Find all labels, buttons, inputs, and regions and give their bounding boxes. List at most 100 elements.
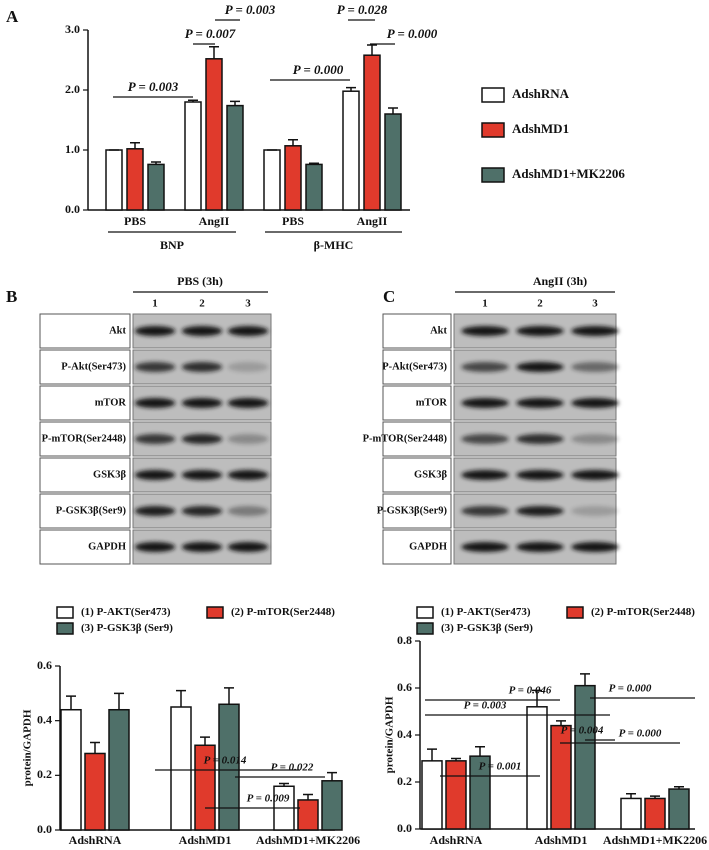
lane-label: 1 xyxy=(152,298,158,310)
p-value: P = 0.000 xyxy=(293,62,344,77)
error-bar xyxy=(130,142,140,149)
blot-label-box xyxy=(39,421,131,457)
blot-band xyxy=(516,506,564,516)
blot-band xyxy=(181,542,223,552)
blot-band xyxy=(227,470,269,480)
blot-label-box xyxy=(382,421,452,457)
error-bar xyxy=(309,162,319,165)
bar xyxy=(526,706,548,830)
group-label: β-MHC xyxy=(314,238,354,252)
blot-band xyxy=(134,506,176,516)
blot-band xyxy=(571,362,619,372)
bar xyxy=(620,797,642,830)
blot-band xyxy=(461,434,509,444)
lane-label: 1 xyxy=(482,298,488,310)
error-bar xyxy=(224,687,234,705)
legend-swatch xyxy=(56,606,74,619)
bar xyxy=(342,90,360,211)
blot-header: AngII (3h) xyxy=(533,274,587,288)
error-bar xyxy=(475,746,485,757)
legend-label: (3) P-GSK3β (Ser9) xyxy=(81,622,173,634)
blot-band xyxy=(516,470,564,480)
error-bar xyxy=(556,720,566,726)
bar xyxy=(574,684,596,830)
blot-band xyxy=(181,470,223,480)
bar xyxy=(321,780,343,831)
error-bar xyxy=(367,44,377,56)
blot-row-label: mTOR xyxy=(95,397,127,408)
y-tick-label: 0.2 xyxy=(397,774,412,788)
error-bar xyxy=(327,771,337,781)
error-bar xyxy=(176,689,186,707)
p-value: P = 0.001 xyxy=(479,761,522,773)
legend-label: (3) P-GSK3β (Ser9) xyxy=(441,622,533,634)
blot-band xyxy=(227,398,269,408)
bar xyxy=(147,163,165,211)
blot-band xyxy=(181,398,223,408)
bar xyxy=(263,149,281,211)
bar xyxy=(384,113,402,211)
legend-swatch xyxy=(481,87,505,103)
blot-row-label: P-mTOR(Ser2448) xyxy=(42,433,127,444)
y-tick-label: 2.0 xyxy=(65,82,80,96)
lane-label: 2 xyxy=(537,298,543,310)
p-value: P = 0.000 xyxy=(619,728,662,740)
error-bar xyxy=(151,161,161,165)
blot-band xyxy=(227,362,269,372)
lane-label: 2 xyxy=(199,298,205,310)
error-bar xyxy=(209,46,219,59)
blot-band xyxy=(516,542,564,552)
bar xyxy=(297,799,319,831)
blot-label-box xyxy=(39,457,131,493)
error-bar xyxy=(626,793,636,799)
error-bar xyxy=(303,793,313,800)
group-label: BNP xyxy=(160,238,184,252)
y-tick-label: 0.0 xyxy=(397,821,412,835)
x-tick-label: PBS xyxy=(282,214,304,228)
blot-band xyxy=(516,398,564,408)
bar xyxy=(668,788,690,830)
blot-row-label: P-GSK3β(Ser9) xyxy=(56,505,127,516)
blot-label-box xyxy=(382,349,452,385)
x-tick-label: PBS xyxy=(124,214,146,228)
legend-label: (1) P-AKT(Ser473) xyxy=(441,606,531,618)
legend-swatch xyxy=(481,167,505,183)
legend-label: (2) P-mTOR(Ser2448) xyxy=(231,606,335,618)
blot-band xyxy=(134,470,176,480)
x-tick-label: AdshRNA xyxy=(430,833,483,847)
p-value: P = 0.003 xyxy=(464,700,507,712)
blot-band xyxy=(516,434,564,444)
legend-label: (1) P-AKT(Ser473) xyxy=(81,606,171,618)
error-bar xyxy=(650,795,660,799)
p-value: P = 0.004 xyxy=(561,725,604,737)
p-value: P = 0.000 xyxy=(609,683,652,695)
blot-row-label: mTOR xyxy=(416,397,448,408)
error-bar xyxy=(288,139,298,146)
blot-band xyxy=(571,434,619,444)
y-axis-label: protein/GAPDH xyxy=(384,696,396,773)
error-bar xyxy=(427,748,437,761)
blot-label-box xyxy=(382,493,452,529)
bar xyxy=(60,708,82,831)
blot-band xyxy=(571,542,619,552)
blot-band xyxy=(181,506,223,516)
error-bar xyxy=(90,741,100,754)
x-tick-label: AngII xyxy=(199,214,230,228)
bar xyxy=(170,706,192,831)
y-tick-label: 0.8 xyxy=(397,633,412,647)
p-value: P = 0.028 xyxy=(337,2,388,17)
blot-label-box xyxy=(382,529,452,565)
bar xyxy=(363,54,381,211)
error-bar xyxy=(451,757,461,761)
blot-band xyxy=(181,434,223,444)
y-axis-label: protein/GAPDH xyxy=(22,709,34,786)
blot-band xyxy=(134,542,176,552)
blot-band xyxy=(461,362,509,372)
y-tick-label: 0.0 xyxy=(65,202,80,216)
y-tick-label: 0.4 xyxy=(397,727,412,741)
bar xyxy=(284,145,302,211)
lane-label: 3 xyxy=(592,298,598,310)
x-tick-label: AdshMD1 xyxy=(179,833,232,847)
p-value: P = 0.022 xyxy=(271,762,314,774)
